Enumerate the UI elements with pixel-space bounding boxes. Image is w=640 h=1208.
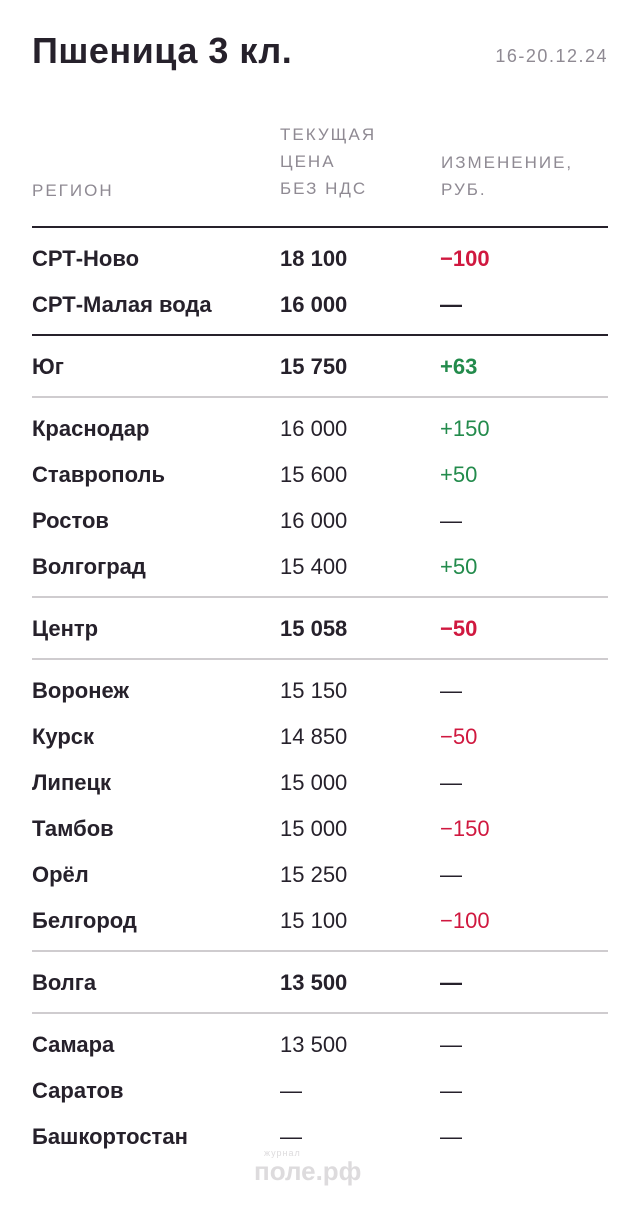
price-cell: 13 500 xyxy=(280,970,348,995)
region-cell: Саратов xyxy=(32,1078,124,1103)
table-row-summary: СРТ-Ново 18 100 −100 xyxy=(0,243,640,275)
table-row: Ростов 16 000 — xyxy=(0,505,640,537)
column-header-change-line: ИЗМЕНЕНИЕ, xyxy=(441,153,574,172)
watermark-big-text: поле.рф xyxy=(254,1156,362,1186)
table-row: Саратов — — xyxy=(0,1075,640,1107)
column-header-change: ИЗМЕНЕНИЕ, РУБ. xyxy=(441,149,573,203)
price-cell: 15 058 xyxy=(280,616,348,641)
region-cell: Липецк xyxy=(32,770,112,795)
table-divider xyxy=(32,334,608,336)
price-cell: 15 000 xyxy=(280,816,348,841)
table-row-summary: СРТ-Малая вода 16 000 — xyxy=(0,289,640,321)
price-cell: — xyxy=(280,1124,302,1149)
change-cell: −100 xyxy=(440,246,490,271)
change-cell: — xyxy=(440,770,462,795)
table-row: Башкортостан — — xyxy=(0,1121,640,1153)
region-cell: Тамбов xyxy=(32,816,114,841)
table-row: Белгород 15 100 −100 xyxy=(0,905,640,937)
region-cell: Белгород xyxy=(32,908,137,933)
change-cell: — xyxy=(440,970,462,995)
table-row: Липецк 15 000 — xyxy=(0,767,640,799)
price-cell: 16 000 xyxy=(280,292,348,317)
region-cell: Башкортостан xyxy=(32,1124,188,1149)
region-cell: Ростов xyxy=(32,508,109,533)
region-cell: Воронеж xyxy=(32,678,130,703)
price-cell: 13 500 xyxy=(280,1032,348,1057)
change-cell: −50 xyxy=(440,724,478,749)
region-cell: Волгоград xyxy=(32,554,146,579)
change-cell: — xyxy=(440,862,462,887)
region-cell: Центр xyxy=(32,616,99,641)
price-cell: 15 250 xyxy=(280,862,348,887)
table-divider xyxy=(32,596,608,598)
table-row: Ставрополь 15 600 +50 xyxy=(0,459,640,491)
price-cell: 15 000 xyxy=(280,770,348,795)
column-header-price-line: БЕЗ НДС xyxy=(280,179,368,198)
table-row-summary: Центр 15 058 −50 xyxy=(0,613,640,645)
change-cell: — xyxy=(440,292,462,317)
column-header-region: РЕГИОН xyxy=(32,177,114,204)
change-cell: −50 xyxy=(440,616,478,641)
page-title: Пшеница 3 кл. xyxy=(32,30,293,71)
column-header-region-line: РЕГИОН xyxy=(32,181,114,200)
table-divider xyxy=(32,396,608,398)
price-cell: — xyxy=(280,1078,302,1103)
column-header-price-line: ТЕКУЩАЯ xyxy=(280,125,377,144)
table-divider xyxy=(32,950,608,952)
table-divider xyxy=(32,226,608,228)
table-row: Тамбов 15 000 −150 xyxy=(0,813,640,845)
change-cell: +50 xyxy=(440,554,478,579)
table-row: Воронеж 15 150 — xyxy=(0,675,640,707)
region-cell: Волга xyxy=(32,970,97,995)
region-cell: Краснодар xyxy=(32,416,150,441)
change-cell: +63 xyxy=(440,354,478,379)
change-cell: — xyxy=(440,508,462,533)
price-cell: 16 000 xyxy=(280,416,348,441)
change-cell: +150 xyxy=(440,416,490,441)
price-cell: 15 100 xyxy=(280,908,348,933)
region-cell: Курск xyxy=(32,724,95,749)
date-range: 16-20.12.24 xyxy=(495,46,608,66)
price-cell: 14 850 xyxy=(280,724,348,749)
change-cell: — xyxy=(440,1032,462,1057)
table-divider xyxy=(32,658,608,660)
price-cell: 15 750 xyxy=(280,354,348,379)
price-cell: 18 100 xyxy=(280,246,348,271)
table-row: Краснодар 16 000 +150 xyxy=(0,413,640,445)
column-header-price: ТЕКУЩАЯ ЦЕНА БЕЗ НДС xyxy=(280,121,376,202)
change-cell: — xyxy=(440,1124,462,1149)
change-cell: — xyxy=(440,678,462,703)
table-row: Волгоград 15 400 +50 xyxy=(0,551,640,583)
region-cell: СРТ-Ново xyxy=(32,246,140,271)
region-cell: СРТ-Малая вода xyxy=(32,292,212,317)
table-row-summary: Волга 13 500 — xyxy=(0,967,640,999)
region-cell: Самара xyxy=(32,1032,115,1057)
price-cell: 15 150 xyxy=(280,678,348,703)
region-cell: Орёл xyxy=(32,862,89,887)
table-row-summary: Юг 15 750 +63 xyxy=(0,351,640,383)
change-cell: +50 xyxy=(440,462,478,487)
table-divider xyxy=(32,1012,608,1014)
column-header-change-line: РУБ. xyxy=(441,180,487,199)
price-cell: 15 600 xyxy=(280,462,348,487)
change-cell: — xyxy=(440,1078,462,1103)
table-row: Орёл 15 250 — xyxy=(0,859,640,891)
region-cell: Юг xyxy=(32,354,64,379)
table-row: Курск 14 850 −50 xyxy=(0,721,640,753)
watermark-small-text: журнал xyxy=(264,1148,301,1158)
table-row: Самара 13 500 — xyxy=(0,1029,640,1061)
price-cell: 15 400 xyxy=(280,554,348,579)
change-cell: −100 xyxy=(440,908,490,933)
change-cell: −150 xyxy=(440,816,490,841)
region-cell: Ставрополь xyxy=(32,462,165,487)
price-cell: 16 000 xyxy=(280,508,348,533)
column-header-price-line: ЦЕНА xyxy=(280,152,336,171)
